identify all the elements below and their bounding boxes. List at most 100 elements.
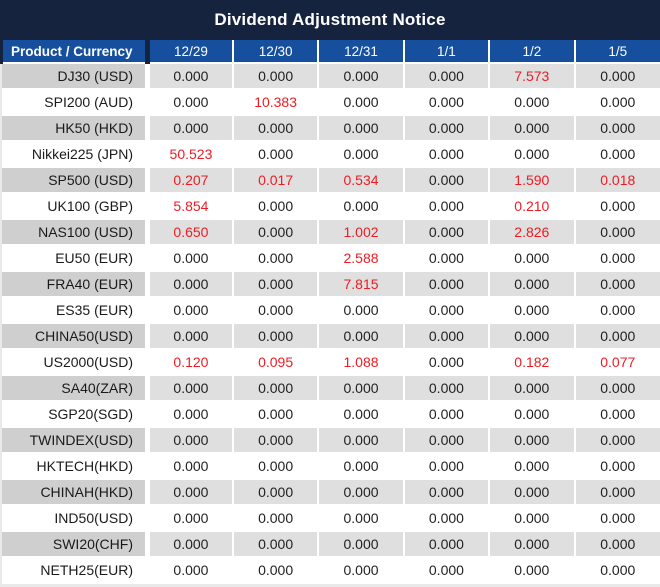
value-cell: 0.000 [573,63,660,90]
value-cell: 0.000 [488,141,575,168]
value-cell: 0.000 [488,401,575,428]
value-cell: 0.000 [146,115,233,142]
value-cell: 0.000 [488,271,575,298]
value-cell: 0.000 [402,427,490,454]
value-cell: 0.000 [231,479,319,506]
column-header-date: 12/30 [231,40,319,64]
value-cell: 10.383 [231,89,319,116]
table-row: SPI200 (AUD) 0.000 10.383 0.000 0.000 0.000 0.… [1,89,660,116]
value-cell: 0.000 [573,479,660,506]
product-cell: EU50 (EUR) [1,245,150,272]
value-cell: 0.000 [402,349,490,376]
value-cell: 0.000 [488,557,575,584]
value-cell: 0.000 [231,297,319,324]
value-cell: 0.017 [231,167,319,194]
table-row: NAS100 (USD) 0.650 0.000 1.002 0.000 2.826 0.0… [1,219,660,246]
value-cell: 0.000 [573,505,660,532]
product-cell: DJ30 (USD) [1,63,150,90]
value-cell: 0.000 [317,141,404,168]
value-cell: 0.000 [488,323,575,350]
value-cell: 0.000 [488,115,575,142]
product-cell: ES35 (EUR) [1,297,150,324]
product-cell: CHINAH(HKD) [1,479,150,506]
product-cell: CHINA50(USD) [1,323,150,350]
value-cell: 0.000 [231,245,319,272]
product-cell: SGP20(SGD) [1,401,150,428]
value-cell: 0.000 [573,557,660,584]
table-row: SP500 (USD) 0.207 0.017 0.534 0.000 1.590 0.01… [1,167,660,194]
value-cell: 0.000 [317,375,404,402]
table-row: IND50(USD) 0.000 0.000 0.000 0.000 0.000 0.000 [1,505,660,532]
value-cell: 0.000 [231,141,319,168]
value-cell: 0.000 [573,89,660,116]
value-cell: 0.000 [488,375,575,402]
table-row: NETH25(EUR) 0.000 0.000 0.000 0.000 0.000 0.00… [1,557,660,584]
value-cell: 0.000 [317,193,404,220]
value-cell: 0.000 [402,271,490,298]
value-cell: 0.000 [488,453,575,480]
value-cell: 0.000 [317,531,404,558]
product-cell: UK100 (GBP) [1,193,150,220]
value-cell: 0.000 [573,427,660,454]
value-cell: 0.000 [488,531,575,558]
value-cell: 0.077 [573,349,660,376]
column-header-date: 1/2 [488,40,575,64]
column-header-product: Product / Currency [0,40,150,64]
value-cell: 0.000 [231,271,319,298]
value-cell: 0.000 [231,401,319,428]
value-cell: 0.000 [402,89,490,116]
value-cell: 0.000 [146,245,233,272]
value-cell: 1.590 [488,167,575,194]
value-cell: 0.000 [317,297,404,324]
value-cell: 0.000 [402,505,490,532]
value-cell: 0.000 [402,193,490,220]
value-cell: 0.000 [231,427,319,454]
value-cell: 0.000 [402,219,490,246]
value-cell: 0.000 [402,479,490,506]
value-cell: 0.000 [402,557,490,584]
value-cell: 0.000 [231,63,319,90]
value-cell: 7.815 [317,271,404,298]
value-cell: 0.000 [317,479,404,506]
value-cell: 0.210 [488,193,575,220]
value-cell: 0.000 [402,141,490,168]
value-cell: 0.000 [146,557,233,584]
value-cell: 0.000 [146,297,233,324]
value-cell: 0.000 [488,245,575,272]
value-cell: 0.120 [146,349,233,376]
value-cell: 0.000 [231,115,319,142]
value-cell: 0.650 [146,219,233,246]
value-cell: 0.000 [146,323,233,350]
column-header-date: 1/1 [402,40,490,64]
header-row: Product / Currency 12/29 12/30 12/31 1/1 1/2 1… [0,40,660,64]
value-cell: 0.000 [488,89,575,116]
title-bar: Dividend Adjustment Notice [0,0,660,40]
value-cell: 0.000 [573,531,660,558]
value-cell: 0.000 [231,193,319,220]
table-row: SGP20(SGD) 0.000 0.000 0.000 0.000 0.000 0.000 [1,401,660,428]
product-cell: TWINDEX(USD) [1,427,150,454]
value-cell: 0.182 [488,349,575,376]
value-cell: 0.000 [488,505,575,532]
table-row: UK100 (GBP) 5.854 0.000 0.000 0.000 0.210 0.00… [1,193,660,220]
value-cell: 0.000 [317,115,404,142]
value-cell: 0.000 [573,323,660,350]
column-header-date: 12/31 [317,40,404,64]
value-cell: 0.000 [402,245,490,272]
value-cell: 2.826 [488,219,575,246]
value-cell: 0.000 [573,219,660,246]
value-cell: 0.000 [488,297,575,324]
value-cell: 0.000 [231,375,319,402]
value-cell: 0.000 [402,323,490,350]
value-cell: 0.000 [317,427,404,454]
value-cell: 0.000 [573,453,660,480]
value-cell: 0.000 [317,453,404,480]
value-cell: 0.000 [488,427,575,454]
value-cell: 0.207 [146,167,233,194]
product-cell: Nikkei225 (JPN) [1,141,150,168]
product-cell: SWI20(CHF) [1,531,150,558]
value-cell: 0.000 [317,63,404,90]
value-cell: 0.000 [146,375,233,402]
value-cell: 0.000 [573,271,660,298]
